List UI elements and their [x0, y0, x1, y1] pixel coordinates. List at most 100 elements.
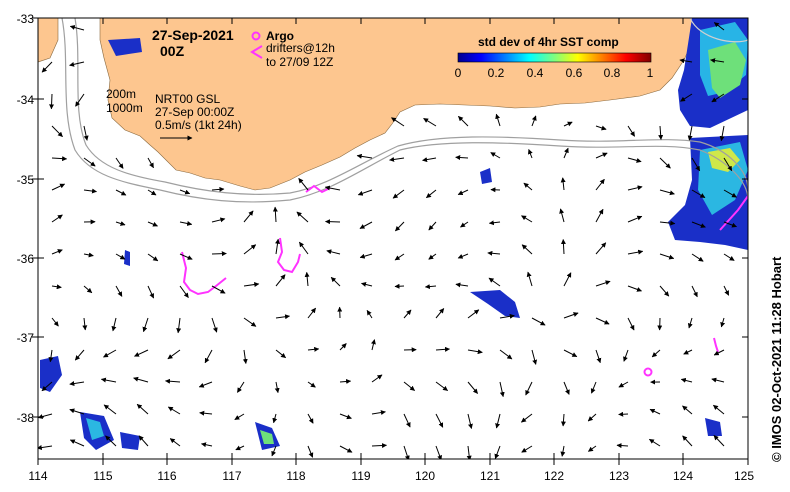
current-vector-arrow [723, 285, 730, 296]
current-vector-arrow [487, 250, 501, 256]
land-west [38, 18, 59, 63]
argo-legend-label: Argo [266, 29, 294, 43]
current-vector-arrow [138, 435, 149, 447]
current-vector-arrow [115, 285, 123, 297]
current-vector-arrow [271, 445, 277, 457]
current-vector-arrow [490, 152, 501, 159]
current-vector-arrow [296, 211, 309, 223]
current-vector-arrow [563, 147, 569, 159]
current-vector-arrow [494, 445, 501, 459]
current-vector-arrow [435, 413, 444, 428]
current-vector-arrow [41, 381, 53, 392]
current-vector-arrow [719, 125, 725, 142]
current-vector-arrow [521, 413, 533, 423]
x-tick-label: 120 [415, 469, 435, 483]
current-vector-arrow [307, 307, 316, 319]
current-vector-arrow [563, 121, 573, 127]
colorbar [457, 52, 652, 63]
current-vector-arrow [424, 284, 437, 290]
map-time-title: 00Z [160, 43, 185, 59]
current-vector-arrow [467, 309, 480, 319]
colorbar-tick: 0.4 [527, 66, 544, 80]
current-vector-arrow [658, 125, 664, 140]
current-vector-arrow [51, 249, 63, 255]
current-vector-arrow [560, 239, 566, 255]
x-tick-label: 121 [480, 469, 500, 483]
current-vector-arrow [371, 443, 387, 449]
current-vector-arrow [274, 381, 280, 394]
map-date-title: 27-Sep-2021 [152, 27, 234, 43]
current-vector-arrow [659, 220, 676, 226]
current-vector-arrow [521, 215, 533, 223]
current-vector-arrow [339, 445, 353, 453]
current-vector-arrow [618, 411, 629, 417]
current-vector-arrow [198, 381, 213, 388]
y-tick-label: -38 [17, 411, 35, 425]
current-vector-arrow [595, 152, 608, 159]
current-vector-arrow [521, 244, 533, 255]
current-vector-arrow [422, 157, 437, 163]
x-tick-label: 122 [544, 469, 564, 483]
isobath-200-label: 200m [106, 87, 136, 101]
current-vector-arrow [595, 242, 607, 255]
current-vector-arrow [616, 443, 629, 449]
current-vector-arrow [680, 93, 693, 102]
current-vector-arrow [115, 157, 124, 169]
current-vector-arrow [525, 381, 533, 396]
current-vector-arrow [69, 381, 85, 386]
current-vector-arrow [659, 189, 675, 196]
current-vector-arrow [713, 435, 725, 447]
current-vector-arrow [627, 185, 643, 191]
current-vector-arrow [298, 241, 309, 255]
current-vector-arrow [526, 271, 533, 287]
axis-ticks [32, 17, 749, 465]
current-vector-arrow [392, 189, 405, 199]
current-vector-arrow [275, 238, 281, 255]
current-vector-arrow [176, 317, 182, 334]
current-vector-arrow [560, 177, 566, 191]
plot-frame [37, 17, 749, 460]
current-vector-arrow [243, 244, 257, 255]
current-vector-arrow [307, 381, 316, 388]
current-vector-arrow [559, 208, 565, 223]
current-vector-arrow [495, 113, 501, 127]
current-vector-arrow [563, 272, 572, 287]
current-vector-arrow [389, 156, 405, 162]
x-tick-label: 116 [157, 469, 176, 483]
current-vector-arrow [83, 125, 89, 141]
current-vector-arrow [304, 271, 310, 287]
colorbar-tick: 1 [647, 66, 654, 80]
current-vector-arrow [648, 438, 661, 447]
current-vector-arrow [371, 339, 376, 351]
current-vector-arrow [75, 93, 85, 107]
current-vector-arrow [83, 285, 93, 294]
current-vector-arrow [720, 317, 726, 328]
current-vector-arrow [595, 178, 605, 191]
drifters-legend-date: to 27/09 12Z [266, 55, 333, 69]
current-vector-arrow [147, 157, 154, 169]
drifter-tracks [181, 184, 748, 353]
current-vector-arrow [435, 346, 450, 352]
current-vector-arrow [651, 349, 661, 358]
current-vector-arrow [435, 381, 449, 392]
current-vector-arrow [627, 157, 642, 163]
current-vector-arrow [326, 249, 341, 255]
current-vector-arrow [682, 405, 693, 415]
current-vector-arrow [531, 317, 546, 326]
current-vector-arrow [711, 377, 725, 383]
current-vector-arrow [115, 221, 126, 226]
y-tick-label: -36 [17, 252, 35, 266]
current-vector-arrow [521, 445, 533, 453]
current-vector-arrow [659, 253, 675, 260]
current-vector-arrow [403, 381, 415, 391]
current-vector-arrow [105, 435, 117, 447]
current-vector-arrow [359, 253, 373, 259]
colorbar-tick: 0.8 [604, 66, 621, 80]
current-vector-arrow [403, 309, 412, 319]
current-vector-arrow [590, 381, 597, 394]
current-vector-arrow [275, 314, 290, 320]
current-vector-arrow [339, 378, 352, 384]
product-time-label: 27-Sep 00:00Z [155, 105, 234, 119]
current-vector-arrow [428, 253, 437, 260]
current-vector-arrow [339, 413, 352, 420]
